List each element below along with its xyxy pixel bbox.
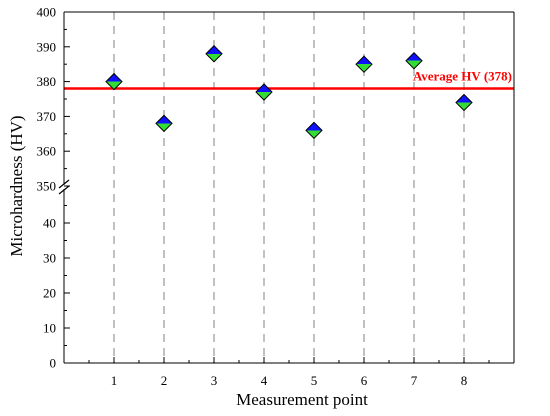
x-tick-label-8: 8 (461, 373, 468, 388)
x-tick-label-3: 3 (211, 373, 218, 388)
data-point-1 (105, 72, 123, 91)
y-tick-label-20: 20 (43, 286, 56, 301)
y-tick-label-10: 10 (43, 321, 56, 336)
x-tick-label-6: 6 (361, 373, 368, 388)
average-label: Average HV (378) (413, 69, 512, 84)
data-point-5 (305, 121, 323, 140)
y-tick-label-350: 350 (37, 179, 57, 194)
data-points (105, 45, 473, 140)
y-tick-label-370: 370 (37, 109, 57, 124)
data-point-3 (205, 45, 223, 63)
x-tick-label-1: 1 (111, 373, 118, 388)
y-tick-label-40: 40 (43, 216, 56, 231)
tick-labels: 1 2 3 4 5 6 7 8 0 10 20 30 40 350 360 370 380 390 400 (37, 5, 468, 389)
y-axis-title: Microhardness (HV) (7, 115, 26, 256)
data-point-8 (455, 93, 473, 112)
x-axis-title: Measurement point (236, 390, 368, 409)
x-tick-label-2: 2 (161, 373, 168, 388)
data-point-2 (155, 114, 173, 133)
data-point-7 (405, 52, 423, 70)
y-tick-label-400: 400 (37, 5, 57, 20)
x-tick-label-4: 4 (261, 373, 268, 388)
axis-break-mark-lower (58, 185, 70, 195)
data-point-4 (255, 83, 273, 101)
axis-break-mark-upper (58, 179, 70, 189)
y-tick-label-360: 360 (37, 144, 57, 159)
y-tick-label-0: 0 (50, 356, 57, 371)
average-line-group: Average HV (378) (64, 69, 514, 90)
axes (58, 11, 515, 364)
y-tick-label-30: 30 (43, 251, 56, 266)
x-tick-label-7: 7 (411, 373, 418, 388)
y-tick-label-390: 390 (37, 39, 57, 54)
y-tick-label-380: 380 (37, 74, 57, 89)
data-point-6 (355, 55, 373, 73)
x-tick-label-5: 5 (311, 373, 318, 388)
vertical-gridlines (113, 12, 465, 363)
